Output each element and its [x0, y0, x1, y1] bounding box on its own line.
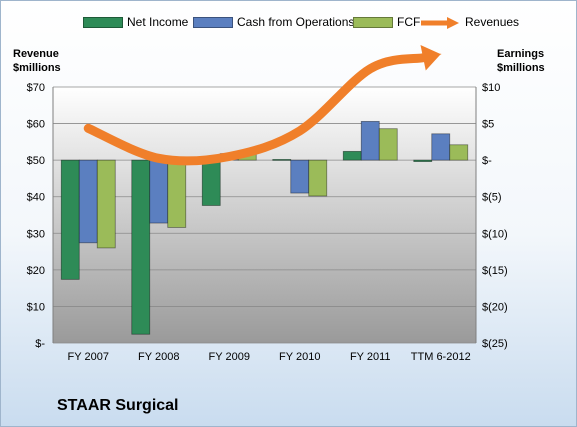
bar-net_income	[60, 159, 80, 280]
bar-cfo	[431, 133, 451, 161]
legend-item-cfo: Cash from Operations	[193, 15, 354, 29]
x-tick-label: FY 2009	[209, 351, 250, 363]
right-axis-title: Earnings $millions	[497, 47, 545, 75]
legend-arrow-revenues	[421, 16, 459, 29]
left-tick-label: $-	[35, 338, 45, 350]
revenues-point	[228, 155, 230, 157]
x-tick-label: FY 2008	[138, 351, 179, 363]
legend-label-fcf: FCF	[397, 15, 421, 29]
revenues-point	[440, 53, 442, 55]
right-tick-label: $(15)	[482, 265, 508, 277]
right-tick-label: $5	[482, 119, 494, 131]
bar-fcf	[378, 128, 398, 161]
legend-swatch-net-income	[83, 17, 123, 29]
x-tick-label: FY 2010	[279, 351, 320, 363]
bar-net_income	[272, 159, 292, 161]
bar-net_income	[201, 159, 221, 206]
bar-cfo	[290, 159, 310, 194]
left-axis-title: Revenue $millions	[13, 47, 61, 75]
x-tick-label: TTM 6-2012	[411, 351, 471, 363]
revenues-arrow-head	[420, 45, 441, 71]
right-tick-label: $(20)	[482, 301, 508, 313]
legend-label-cfo: Cash from Operations	[237, 15, 355, 29]
chart-plot: $- $10 $20 $30 $40 $50 $60 $70 $(25) $(20) $(15) $(…	[27, 45, 508, 363]
left-tick-label: $10	[27, 301, 45, 313]
legend-label-net-income: Net Income	[127, 15, 189, 29]
right-axis-title-line1: Earnings	[497, 48, 545, 60]
legend-item-fcf: FCF	[353, 15, 420, 29]
left-tick-label: $30	[27, 228, 45, 240]
legend-item-revenues: Revenues	[419, 15, 519, 30]
legend-swatch-cfo	[193, 17, 233, 29]
x-tick-label: FY 2007	[68, 351, 109, 363]
right-tick-label: $10	[482, 82, 500, 94]
revenues-point	[299, 130, 301, 132]
left-axis-title-line2: $millions	[13, 62, 61, 74]
revenues-point	[369, 68, 371, 70]
company-name: STAAR Surgical	[57, 397, 179, 414]
left-tick-label: $70	[27, 82, 45, 94]
x-tick-label: FY 2011	[350, 351, 391, 363]
legend-item-net-income: Net Income	[83, 15, 188, 29]
revenues-point	[158, 157, 160, 159]
bar-cfo	[149, 159, 169, 224]
right-tick-label: $-	[482, 155, 492, 167]
left-tick-label: $40	[27, 192, 45, 204]
left-tick-label: $20	[27, 265, 45, 277]
bar-cfo	[78, 159, 98, 244]
bar-fcf	[308, 159, 328, 197]
legend-label-revenues: Revenues	[465, 15, 520, 29]
plot-area	[53, 87, 476, 343]
left-axis-title-line1: Revenue	[13, 48, 59, 60]
right-tick-label: $(5)	[482, 192, 502, 204]
bar-fcf	[167, 159, 187, 228]
right-axis-title-line2: $millions	[497, 62, 545, 74]
left-tick-label: $60	[27, 119, 45, 131]
bar-cfo	[360, 120, 380, 161]
left-tick-label: $50	[27, 155, 45, 167]
bar-net_income	[342, 150, 362, 161]
legend-swatch-fcf	[353, 17, 393, 29]
bar-net_income	[131, 159, 151, 335]
bar-fcf	[449, 144, 469, 161]
bar-net_income	[413, 159, 433, 163]
bar-fcf	[96, 159, 116, 249]
right-tick-label: $(25)	[482, 338, 508, 350]
revenues-point	[87, 127, 89, 129]
right-tick-label: $(10)	[482, 228, 508, 240]
